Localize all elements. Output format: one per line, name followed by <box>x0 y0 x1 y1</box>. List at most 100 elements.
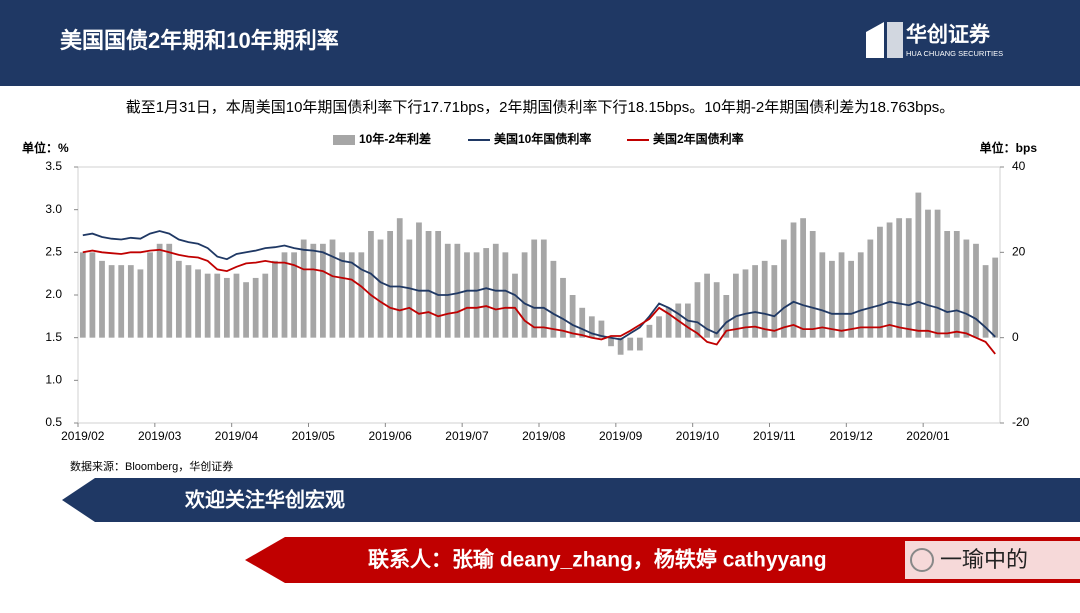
bar <box>358 252 365 338</box>
bar <box>713 282 720 338</box>
bar <box>127 265 134 338</box>
y-tick-label: 0.5 <box>45 415 62 429</box>
bar <box>214 273 221 338</box>
bar <box>656 316 662 338</box>
bar <box>243 282 249 338</box>
bar <box>300 239 307 338</box>
bar <box>953 231 960 338</box>
bar <box>368 231 374 338</box>
y-tick-label: 2.0 <box>45 287 62 301</box>
contact-text: 联系人：张瑜 deany_zhang，杨轶婷 cathyyang <box>368 548 827 572</box>
bar <box>636 337 643 351</box>
x-tick-label: 2019/07 <box>445 429 489 443</box>
x-tick-label: 2019/08 <box>522 429 566 443</box>
bar <box>963 239 970 338</box>
bar <box>79 252 86 338</box>
bar <box>829 260 835 338</box>
bar <box>223 277 230 338</box>
bar <box>233 273 240 338</box>
x-tick-label: 2019/10 <box>676 429 720 443</box>
y-tick-label: 3.5 <box>45 159 62 173</box>
bar <box>464 252 470 338</box>
bar <box>281 252 288 338</box>
bar <box>992 257 999 338</box>
bar <box>694 282 701 338</box>
bar <box>646 324 653 338</box>
bar <box>483 248 490 338</box>
x-tick-label: 2019/12 <box>829 429 873 443</box>
bar <box>454 243 461 338</box>
bar <box>617 337 624 355</box>
bar <box>377 239 384 338</box>
legend-label: 美国2年国债利率 <box>653 131 744 146</box>
bar <box>291 252 297 338</box>
x-tick-label: 2020/01 <box>906 429 950 443</box>
bar <box>416 222 422 338</box>
x-tick-label: 2019/03 <box>138 429 182 443</box>
bar <box>175 260 182 338</box>
bar <box>137 269 144 338</box>
x-tick-label: 2019/06 <box>368 429 412 443</box>
bar <box>742 269 749 338</box>
bar <box>665 307 672 338</box>
legend-label: 美国10年国债利率 <box>494 131 591 146</box>
x-tick-label: 2019/02 <box>61 429 105 443</box>
bar <box>550 260 557 338</box>
contact-shape <box>245 537 1080 583</box>
bar <box>925 209 931 338</box>
bar <box>761 260 768 338</box>
bar <box>502 252 509 338</box>
line <box>82 248 996 355</box>
watermark-icon <box>910 548 934 572</box>
bar <box>800 218 806 338</box>
bar <box>934 209 941 338</box>
banner-text: 欢迎关注华创宏观 <box>184 487 345 511</box>
bar <box>262 273 269 338</box>
y2-unit: 单位：bps <box>980 140 1038 155</box>
bar <box>272 260 278 338</box>
bar <box>387 231 394 338</box>
bar <box>310 243 317 338</box>
bar <box>569 295 576 338</box>
bar <box>886 222 893 338</box>
bar <box>723 295 730 338</box>
bar <box>156 243 163 338</box>
bar <box>819 252 826 338</box>
bar <box>195 269 201 338</box>
logo-subtext: HUA CHUANG SECURITIES <box>906 49 1003 58</box>
bar <box>396 218 403 338</box>
slide-title: 美国国债2年期和10年期利率 <box>60 28 339 53</box>
x-tick-label: 2019/11 <box>753 429 796 443</box>
bar <box>588 316 595 338</box>
bar <box>348 252 355 338</box>
y2-tick-label: 20 <box>1012 245 1026 259</box>
bar <box>118 265 125 338</box>
bar <box>531 239 538 338</box>
watermark: 一瑜中的 <box>940 547 1028 572</box>
y-tick-label: 3.0 <box>45 202 62 216</box>
x-tick-label: 2019/04 <box>215 429 259 443</box>
bar <box>99 260 105 338</box>
bar <box>560 277 566 338</box>
y2-tick-label: 40 <box>1012 159 1026 173</box>
bar <box>809 231 816 338</box>
bar <box>896 218 903 338</box>
logo-text: 华创证券 <box>906 23 991 47</box>
legend-label: 10年-2年利差 <box>359 131 431 146</box>
bar <box>579 307 586 338</box>
x-tick-label: 2019/09 <box>599 429 643 443</box>
subtitle: 截至1月31日，本周美国10年期国债利率下行17.71bps，2年期国债利率下行… <box>126 99 955 116</box>
legend-swatch <box>333 135 355 145</box>
bar <box>320 243 326 338</box>
bar <box>867 239 874 338</box>
bar <box>905 218 912 338</box>
bar <box>627 337 634 351</box>
bar <box>877 226 883 338</box>
banner-shape <box>62 478 1080 522</box>
bar <box>838 252 845 338</box>
bar <box>733 273 739 338</box>
y-tick-label: 1.0 <box>45 373 62 387</box>
line <box>82 230 996 341</box>
